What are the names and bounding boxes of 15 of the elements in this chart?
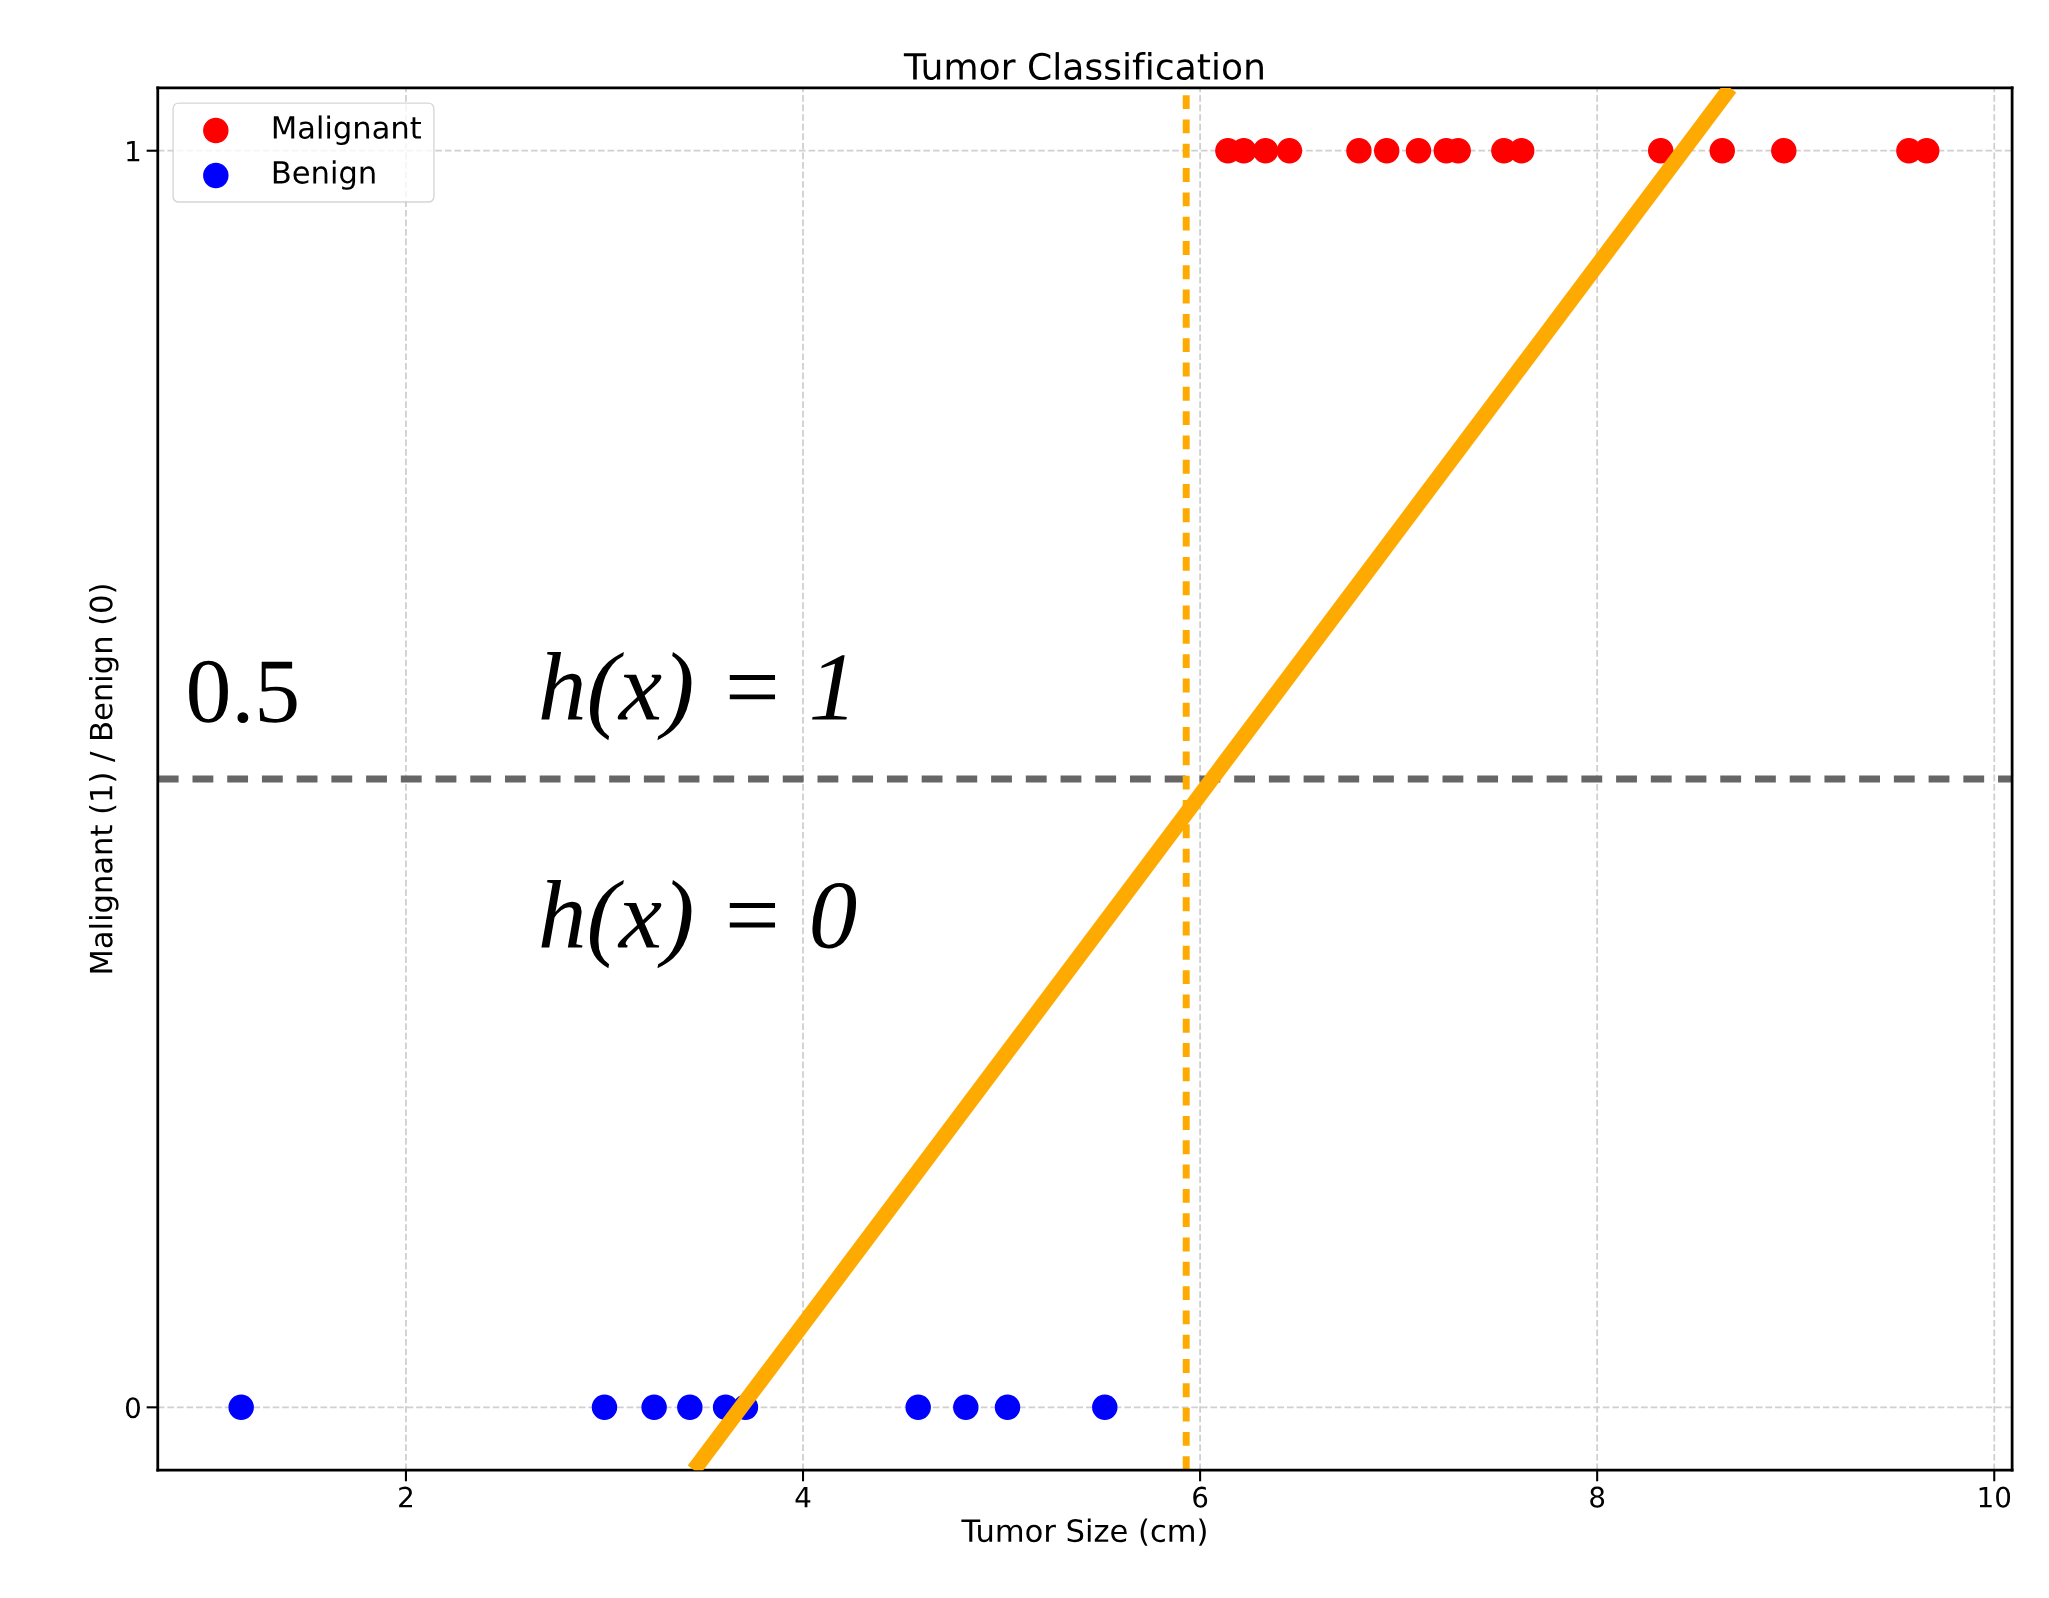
x-axis-title: Tumor Size (cm) [961, 1518, 1206, 1546]
y-axis-title: Malignant (1) / Benign (0) [89, 585, 119, 973]
annotation: h(x) = 1 [541, 652, 847, 741]
x-tick-label: 4 [795, 1486, 811, 1508]
chart-title: Tumor Classification [903, 52, 1263, 81]
x-tick-label: 6 [1193, 1486, 1208, 1508]
legend-label: Benign [273, 160, 375, 190]
x-tick-label: 2 [399, 1486, 412, 1508]
annotation: h(x) = 0 [541, 880, 857, 969]
ref-line-label: 0.5 [189, 660, 297, 724]
x-tick-label: 8 [1590, 1486, 1605, 1508]
y-tick-label: 0 [125, 1397, 140, 1419]
y-tick-label: 1 [127, 141, 140, 162]
legend-label: Malignant [273, 115, 421, 145]
x-tick-label: 10 [1979, 1486, 2011, 1508]
